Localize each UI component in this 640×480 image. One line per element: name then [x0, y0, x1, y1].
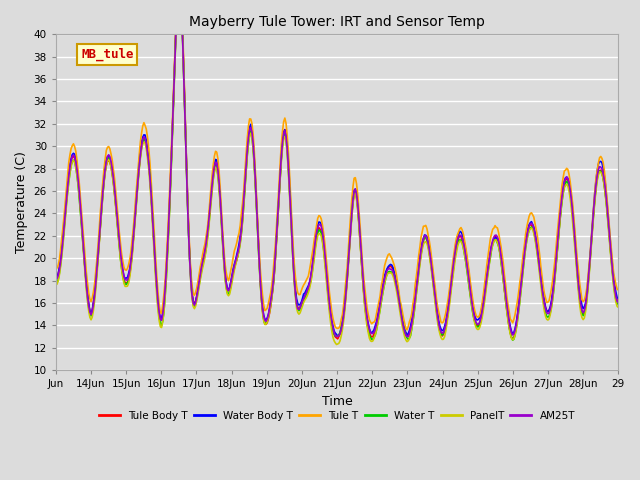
Y-axis label: Temperature (C): Temperature (C): [15, 151, 28, 253]
Title: Mayberry Tule Tower: IRT and Sensor Temp: Mayberry Tule Tower: IRT and Sensor Temp: [189, 15, 485, 29]
X-axis label: Time: Time: [322, 395, 353, 408]
Legend: Tule Body T, Water Body T, Tule T, Water T, PanelT, AM25T: Tule Body T, Water Body T, Tule T, Water…: [95, 407, 579, 425]
Text: MB_tule: MB_tule: [81, 48, 134, 61]
